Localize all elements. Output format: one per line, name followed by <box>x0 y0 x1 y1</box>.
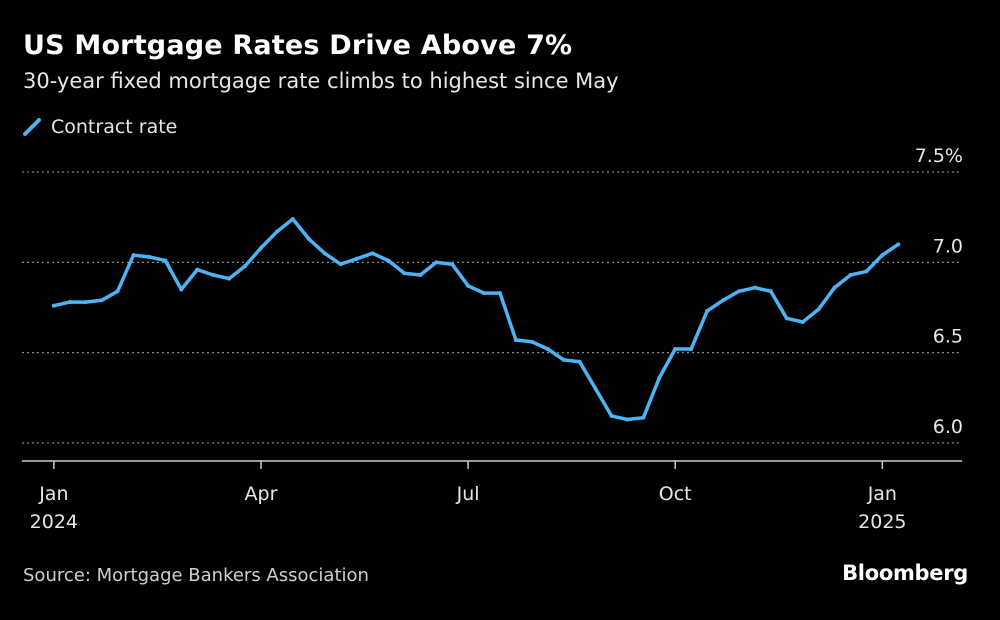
data-point <box>880 253 885 258</box>
x-tick-label: Apr <box>245 483 278 505</box>
data-point <box>418 273 423 278</box>
data-point <box>705 309 710 314</box>
data-point <box>784 316 789 321</box>
x-tick-label: Jan <box>38 483 68 505</box>
data-point <box>227 276 232 281</box>
chart-title: US Mortgage Rates Drive Above 7% <box>23 30 573 61</box>
x-tick-label: Oct <box>659 483 692 505</box>
data-point <box>625 417 630 422</box>
x-tick-year-label: 2025 <box>858 511 906 533</box>
data-point <box>752 285 757 290</box>
bloomberg-logo: Bloomberg <box>842 561 968 585</box>
data-point <box>768 289 773 294</box>
data-point <box>83 300 88 305</box>
data-point <box>816 307 821 312</box>
source-note: Source: Mortgage Bankers Association <box>23 565 369 586</box>
data-point <box>561 357 566 362</box>
data-point <box>386 258 391 263</box>
data-point <box>274 229 279 234</box>
y-tick-label: 6.0 <box>933 416 963 438</box>
y-tick-label: 7.0 <box>933 235 963 257</box>
data-point <box>450 262 455 267</box>
x-tick-year-label: 2024 <box>30 511 78 533</box>
data-point <box>482 291 487 296</box>
x-tick-label: Jan <box>867 483 897 505</box>
data-point <box>131 253 136 258</box>
data-point <box>67 300 72 305</box>
data-point <box>689 347 694 352</box>
data-point <box>195 267 200 272</box>
data-point <box>99 298 104 303</box>
data-point <box>322 251 327 256</box>
data-point <box>290 217 295 222</box>
data-point <box>306 236 311 241</box>
data-point <box>736 289 741 294</box>
data-point <box>577 359 582 364</box>
data-point <box>497 291 502 296</box>
data-point <box>147 254 152 259</box>
series-line-contract-rate <box>52 217 901 422</box>
data-point <box>51 303 56 308</box>
data-point <box>434 260 439 265</box>
data-point <box>179 287 184 292</box>
data-point <box>115 289 120 294</box>
y-tick-label: 7.5% <box>915 145 963 167</box>
data-point <box>673 347 678 352</box>
data-point <box>529 339 534 344</box>
data-point <box>402 271 407 276</box>
data-point <box>163 258 168 263</box>
data-point <box>896 242 901 247</box>
series-layer <box>51 217 901 422</box>
data-point <box>211 273 216 278</box>
data-point <box>609 413 614 418</box>
data-point <box>593 386 598 391</box>
data-point <box>721 298 726 303</box>
data-point <box>641 415 646 420</box>
data-point <box>864 269 869 274</box>
x-tick-label: Jul <box>456 483 480 505</box>
legend-label: Contract rate <box>51 116 178 138</box>
y-axis-labels: 7.5% 7.0 6.5 6.0 <box>915 145 963 438</box>
data-point <box>243 263 248 268</box>
data-point <box>800 319 805 324</box>
data-point <box>657 375 662 380</box>
gridlines <box>22 171 962 444</box>
data-point <box>338 262 343 267</box>
legend-line-swatch-icon <box>23 118 41 136</box>
data-point <box>258 245 263 250</box>
data-point <box>370 251 375 256</box>
data-point <box>545 347 550 352</box>
legend: Contract rate <box>23 116 177 138</box>
y-tick-label: 6.5 <box>933 326 963 348</box>
data-point <box>832 285 837 290</box>
chart-subtitle: 30-year fixed mortgage rate climbs to hi… <box>23 69 619 93</box>
data-point <box>513 338 518 343</box>
data-point <box>354 256 359 261</box>
data-point <box>848 273 853 278</box>
data-point <box>466 283 471 288</box>
x-axis: Jan 2024 Apr Jul Oct Jan 2025 <box>22 460 962 533</box>
